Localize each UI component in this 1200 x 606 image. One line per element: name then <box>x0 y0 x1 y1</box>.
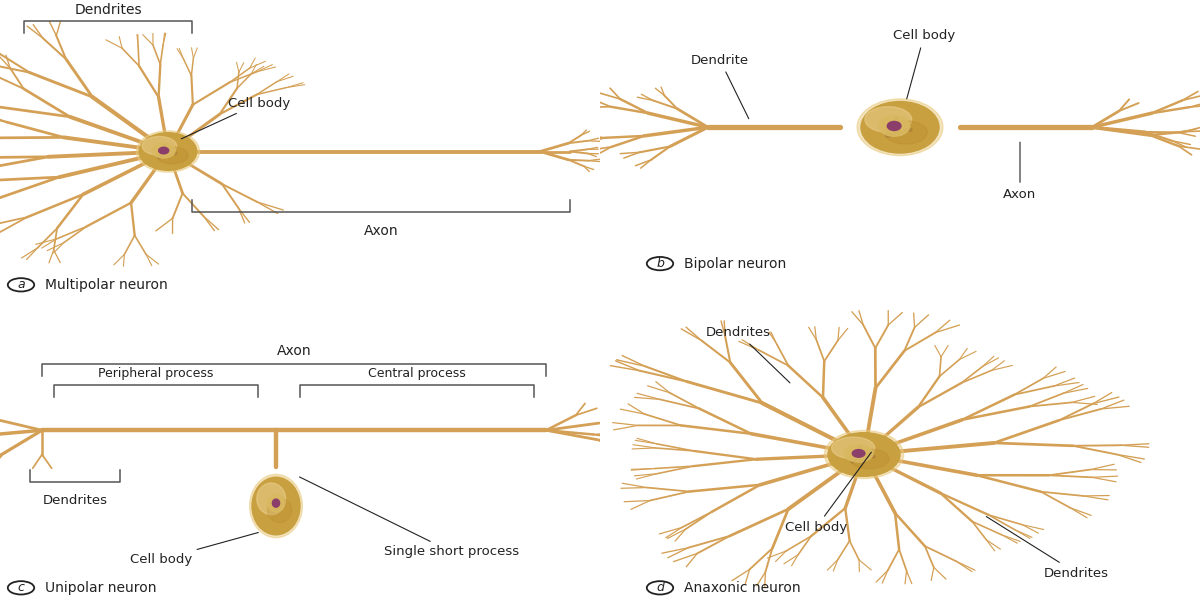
Ellipse shape <box>886 133 892 137</box>
Text: Bipolar neuron: Bipolar neuron <box>684 256 786 271</box>
Ellipse shape <box>157 156 162 159</box>
Ellipse shape <box>152 143 175 158</box>
Text: Cell body: Cell body <box>893 30 955 99</box>
Ellipse shape <box>832 437 875 459</box>
Text: Unipolar neuron: Unipolar neuron <box>46 581 156 595</box>
Ellipse shape <box>894 117 898 119</box>
Text: Cell body: Cell body <box>181 96 290 139</box>
Ellipse shape <box>268 498 292 522</box>
Ellipse shape <box>851 459 856 463</box>
Ellipse shape <box>174 152 176 155</box>
Ellipse shape <box>884 121 928 144</box>
Ellipse shape <box>857 99 943 156</box>
Text: Dendrites: Dendrites <box>74 2 142 16</box>
Ellipse shape <box>156 147 188 164</box>
Ellipse shape <box>142 136 176 155</box>
Ellipse shape <box>828 433 900 476</box>
Text: Axon: Axon <box>1003 142 1037 201</box>
Text: Dendrites: Dendrites <box>986 516 1109 579</box>
Ellipse shape <box>871 455 875 458</box>
Text: Dendrite: Dendrite <box>691 54 749 119</box>
Text: Anaxonic neuron: Anaxonic neuron <box>684 581 800 595</box>
Ellipse shape <box>252 478 300 534</box>
Text: Central process: Central process <box>368 367 466 381</box>
Ellipse shape <box>878 116 910 136</box>
Ellipse shape <box>272 499 280 507</box>
Ellipse shape <box>139 133 197 170</box>
Text: Cell body: Cell body <box>130 533 258 566</box>
Text: a: a <box>17 278 25 291</box>
Ellipse shape <box>163 144 167 146</box>
Text: Axon: Axon <box>364 224 398 238</box>
Text: Single short process: Single short process <box>300 477 520 558</box>
Ellipse shape <box>268 494 284 511</box>
Ellipse shape <box>907 128 912 132</box>
Ellipse shape <box>845 445 874 462</box>
Text: c: c <box>18 581 24 594</box>
Ellipse shape <box>887 121 901 130</box>
Ellipse shape <box>158 147 169 154</box>
Ellipse shape <box>862 101 940 153</box>
Ellipse shape <box>859 446 862 448</box>
Text: Axon: Axon <box>277 344 311 358</box>
Ellipse shape <box>865 107 912 133</box>
Text: Cell body: Cell body <box>785 452 871 534</box>
Ellipse shape <box>824 430 904 479</box>
Ellipse shape <box>850 449 889 468</box>
Ellipse shape <box>852 450 865 457</box>
Text: Multipolar neuron: Multipolar neuron <box>46 278 168 292</box>
Ellipse shape <box>250 474 302 538</box>
Text: Peripheral process: Peripheral process <box>98 367 214 381</box>
Text: d: d <box>656 581 664 594</box>
Ellipse shape <box>137 131 199 172</box>
Text: b: b <box>656 257 664 270</box>
Text: Dendrites: Dendrites <box>42 494 108 507</box>
Text: Dendrites: Dendrites <box>706 327 790 383</box>
Ellipse shape <box>257 483 286 514</box>
